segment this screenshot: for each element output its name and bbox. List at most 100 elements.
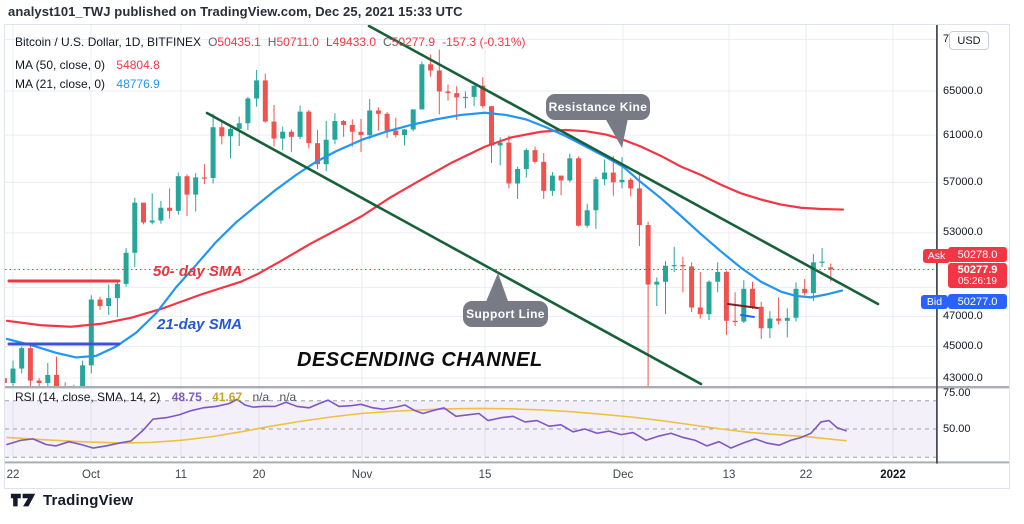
rsi-band-value-1: n/a xyxy=(252,390,270,404)
rsi-line xyxy=(6,398,847,449)
channel-annotation: DESCENDING CHANNEL xyxy=(297,349,543,371)
candle-body xyxy=(123,252,129,284)
candle-body xyxy=(36,380,42,384)
candle-body xyxy=(201,177,207,179)
ma21-line xyxy=(5,111,844,359)
time-tick-label: 15 xyxy=(478,469,492,481)
support-trendline[interactable] xyxy=(205,111,703,386)
candle-body xyxy=(393,130,399,136)
candle-body xyxy=(436,70,442,92)
candle-body xyxy=(619,179,625,183)
currency-toggle-button[interactable]: USD xyxy=(949,31,989,50)
candle-body xyxy=(262,80,268,122)
tradingview-logo[interactable] xyxy=(10,492,37,509)
ohlc-key: C xyxy=(383,35,392,49)
price-tick-label: 45000.0 xyxy=(943,340,983,353)
candlestick-series[interactable] xyxy=(5,49,834,419)
ohlc-value: 50277.9 xyxy=(391,35,436,49)
candle-body xyxy=(532,150,538,162)
time-tick-label: Oct xyxy=(82,469,100,481)
support-callout[interactable]: Support Line xyxy=(463,301,548,327)
candle-body xyxy=(593,179,599,211)
candle-body xyxy=(367,110,373,136)
ohlc-value: 49433.0 xyxy=(332,35,377,49)
rsi-value: 48.75 xyxy=(171,390,202,404)
candle-body xyxy=(689,266,695,308)
candle-body xyxy=(141,202,146,223)
last-price-box: 50277.9 05:26:19 xyxy=(948,263,1007,288)
candle-body xyxy=(175,176,181,211)
chart-widget[interactable]: Bitcoin / U.S. Dollar, 1D, BITFINEX O5043… xyxy=(4,24,1010,489)
candle-body xyxy=(402,129,407,136)
candle-body xyxy=(306,111,312,144)
candle-body xyxy=(671,265,677,267)
price-axis-border xyxy=(936,25,938,464)
candle-body xyxy=(758,306,764,329)
main-pane[interactable] xyxy=(5,25,936,420)
candle-body xyxy=(384,113,390,131)
candle-body xyxy=(645,225,651,285)
candle-body xyxy=(497,142,503,146)
candle-body xyxy=(193,177,199,195)
symbol-row: Bitcoin / U.S. Dollar, 1D, BITFINEX O5043… xyxy=(15,33,525,51)
ma50-line xyxy=(5,128,845,328)
ohlc-values: O50435.1 H50711.0 L49433.0 C50277.9 xyxy=(201,35,435,49)
ask-label: Ask xyxy=(923,249,950,263)
candle-body xyxy=(375,110,381,114)
price-tick-label: 57000.0 xyxy=(943,175,983,188)
candle-body xyxy=(428,64,434,71)
short-trendline-dark-red[interactable] xyxy=(727,303,759,309)
candle-body xyxy=(610,172,616,183)
candle-body xyxy=(576,158,581,226)
candle-body xyxy=(27,348,33,381)
rsi-legend: RSI (14, close, SMA, 14, 2) 48.75 41.67 … xyxy=(15,390,296,404)
candle-body xyxy=(349,124,355,132)
bid-price: 50277.0 xyxy=(948,294,1007,309)
candle-body xyxy=(523,150,529,169)
candle-body xyxy=(480,85,486,107)
candle-body xyxy=(454,93,460,98)
ask-price: 50278.0 xyxy=(948,247,1007,262)
candle-body xyxy=(410,109,416,130)
time-tick-label: Nov xyxy=(351,469,373,481)
publish-header: analyst101_TWJ published on TradingView.… xyxy=(8,4,463,19)
rsi-pane[interactable] xyxy=(5,388,936,461)
candle-body xyxy=(219,127,225,137)
ohlc-key: H xyxy=(267,35,277,49)
support-callout-tail xyxy=(485,273,509,304)
change-value: -157.3 (-0.31%) xyxy=(442,35,526,49)
candle-body xyxy=(358,131,364,136)
resistance-trendline[interactable] xyxy=(367,25,880,306)
resistance-callout[interactable]: Resistance Kine xyxy=(546,94,650,120)
candle-body xyxy=(158,207,164,221)
candle-body xyxy=(723,271,729,321)
pane-separator[interactable] xyxy=(5,386,1009,389)
candle-body xyxy=(45,374,51,384)
candle-body xyxy=(419,64,425,110)
candle-body xyxy=(5,378,7,384)
candle-body xyxy=(315,143,320,165)
ma50-value: 54804.8 xyxy=(116,58,160,72)
candle-body xyxy=(663,265,668,282)
candle-body xyxy=(88,299,94,366)
brand-name[interactable]: TradingView xyxy=(43,492,134,509)
time-tick-label: 11 xyxy=(175,469,187,481)
candle-body xyxy=(228,128,233,137)
candle-body xyxy=(810,262,816,294)
symbol-legend: Bitcoin / U.S. Dollar, 1D, BITFINEX O5043… xyxy=(15,33,525,93)
candle-body xyxy=(332,121,338,140)
candle-body xyxy=(715,271,721,282)
ma21-legend: MA (21, close, 0) 48776.9 xyxy=(15,75,525,93)
price-tick-label: 65000.0 xyxy=(943,84,983,97)
bar-countdown: 05:26:19 xyxy=(958,276,997,287)
candle-body xyxy=(549,175,555,191)
short-trendline-blue[interactable] xyxy=(740,314,755,318)
candle-body xyxy=(706,281,712,315)
candle-body xyxy=(602,172,608,180)
candle-body xyxy=(210,127,216,179)
chart-canvas[interactable] xyxy=(5,25,1009,488)
candle-body xyxy=(149,220,155,223)
price-tick-label: 47000.0 xyxy=(943,309,983,322)
ma50-label: MA (50, close, 0) xyxy=(15,58,106,72)
last-price: 50277.9 xyxy=(957,264,998,276)
